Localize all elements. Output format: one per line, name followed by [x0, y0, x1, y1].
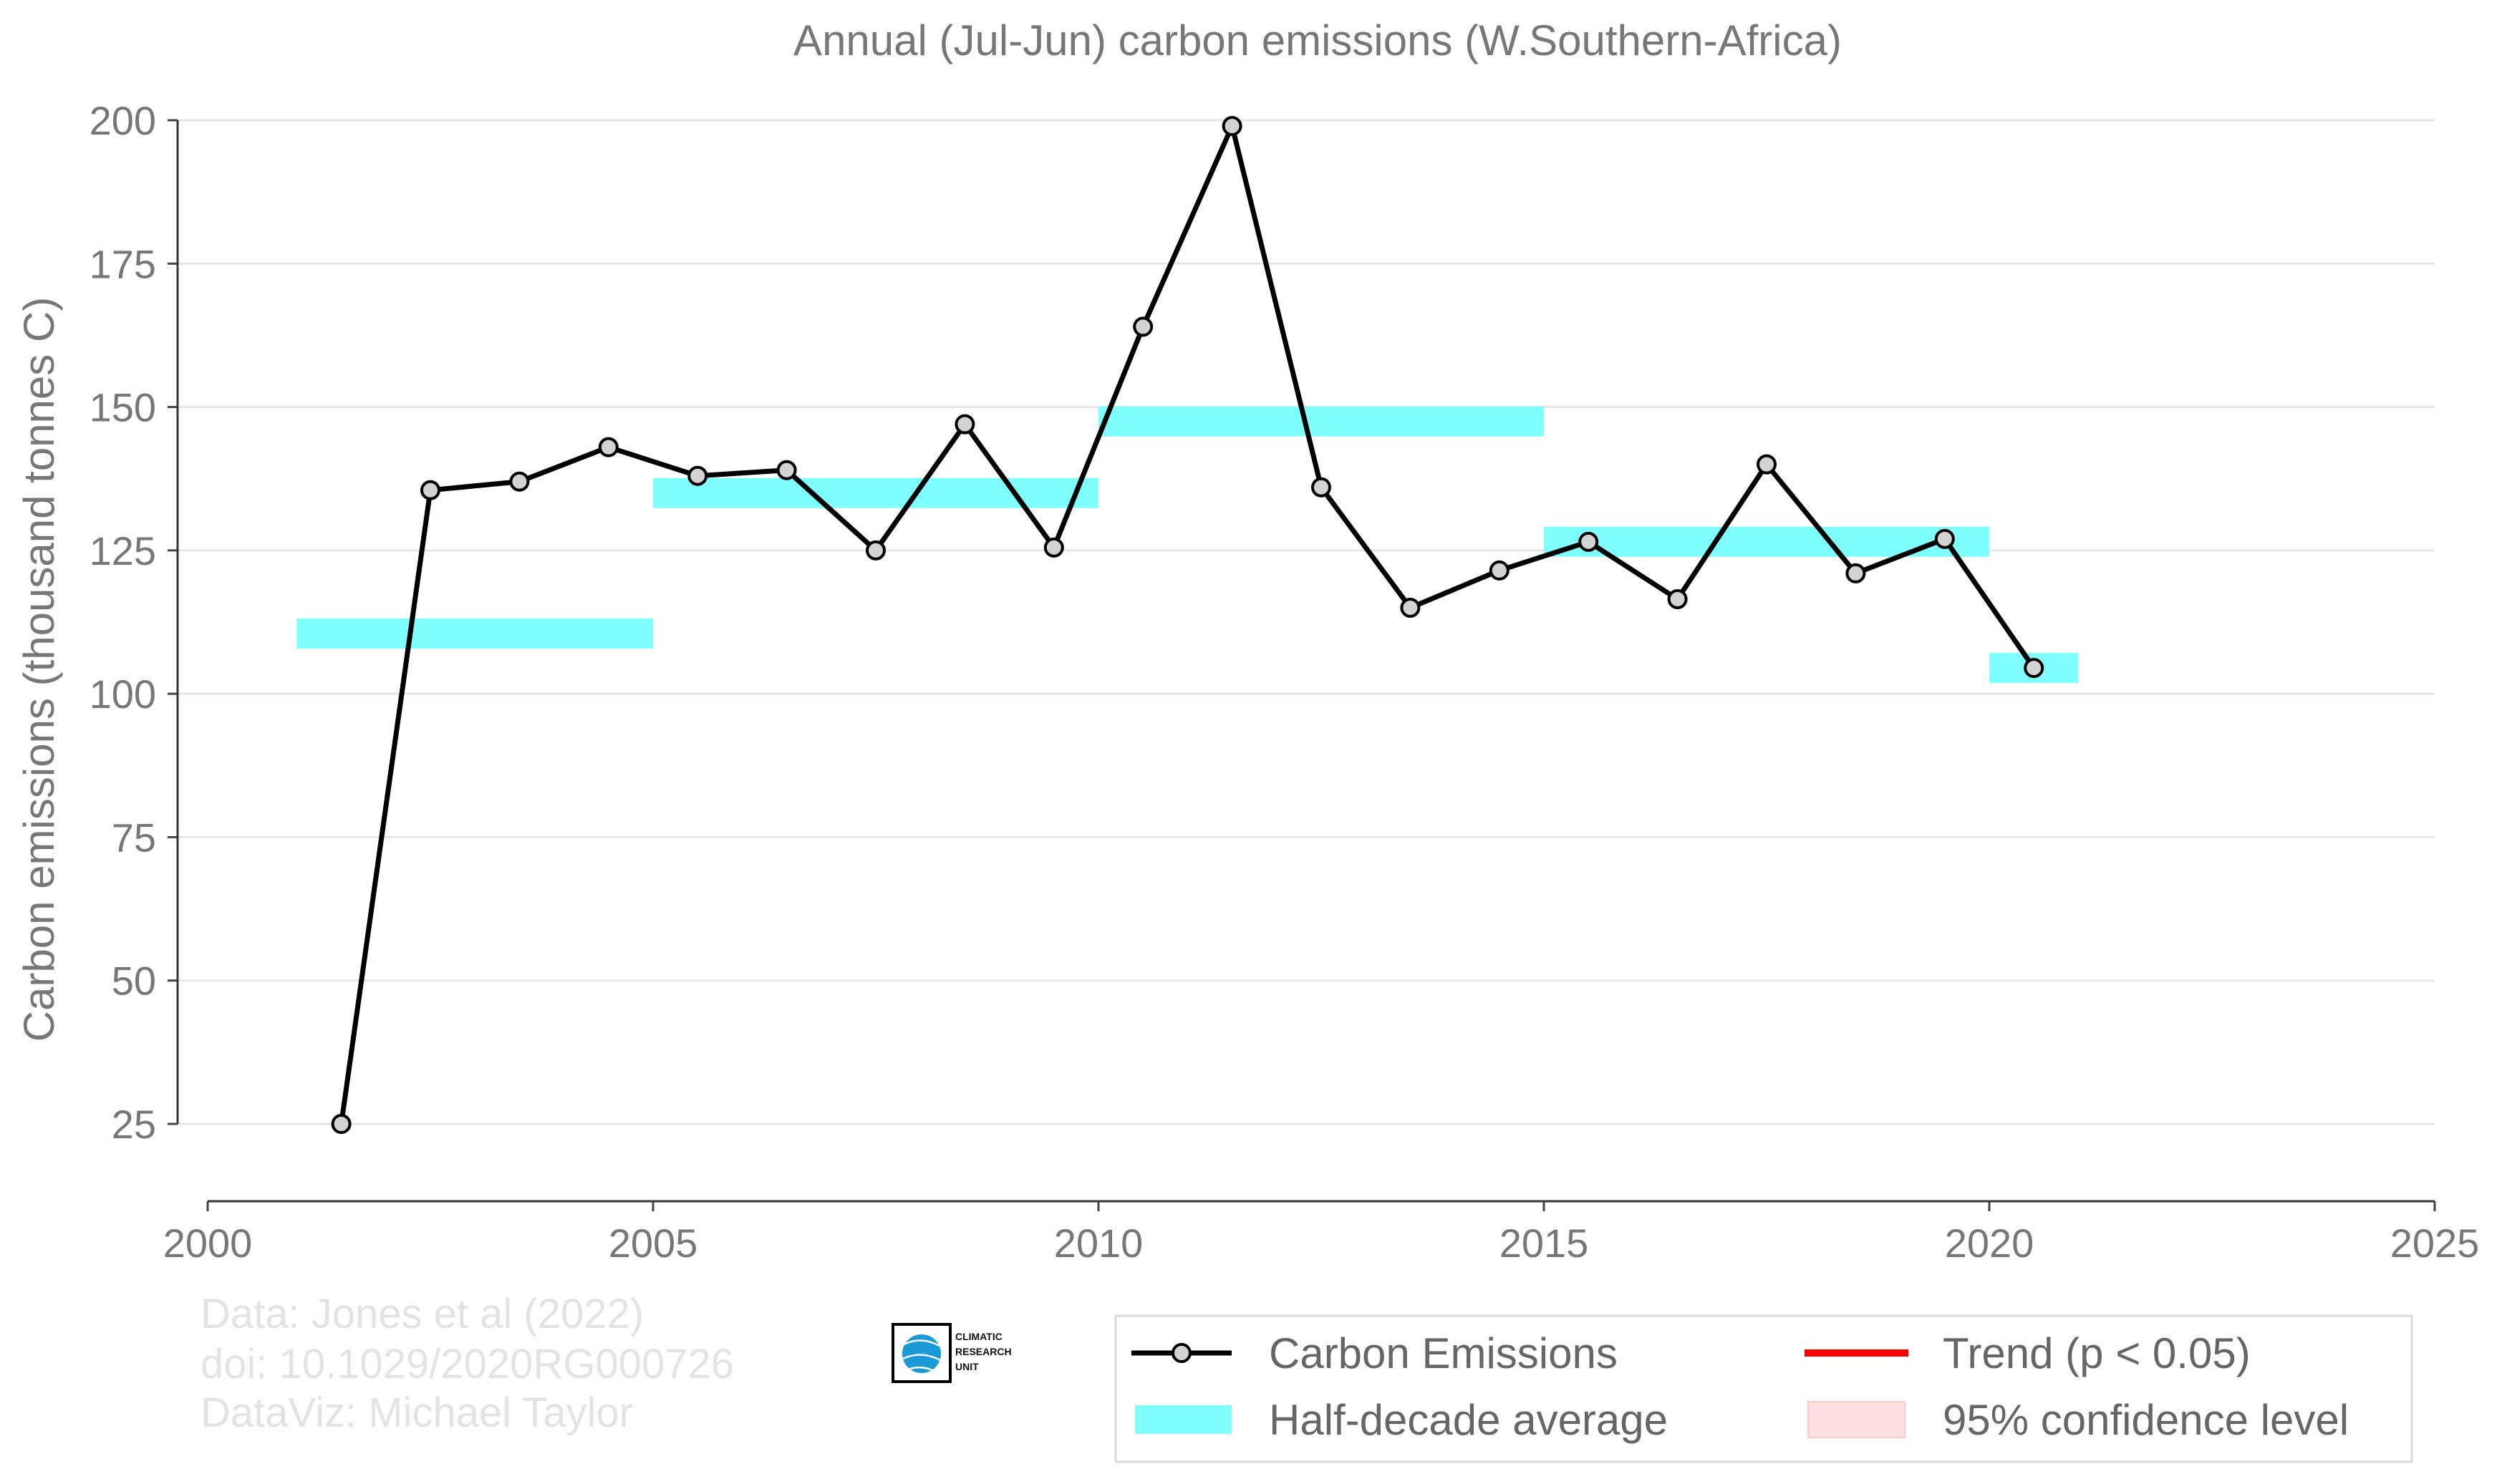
y-tick-label-175: 175	[90, 241, 156, 286]
chart-title: Annual (Jul-Jun) carbon emissions (W.Sou…	[793, 16, 1842, 64]
emissions-point-2	[509, 471, 530, 492]
x-tick-label-2020: 2020	[1945, 1221, 2034, 1266]
emissions-point-17	[1845, 563, 1866, 583]
legend: Carbon Emissions Trend (p < 0.05) Half-d…	[1114, 1314, 2413, 1463]
emissions-point-15	[1667, 588, 1688, 609]
emissions-point-13	[1489, 560, 1510, 581]
logo-text-unit: UNIT	[955, 1361, 979, 1372]
half-decade-band-3	[1544, 526, 1989, 557]
half-decade-band-1	[653, 477, 1098, 508]
legend-box	[1114, 1314, 2413, 1463]
emissions-point-5	[776, 460, 797, 480]
legend-label-confidence: 95% confidence level	[1943, 1396, 2349, 1444]
globe-lines-icon	[902, 1339, 941, 1373]
emissions-point-19	[2024, 658, 2044, 679]
y-tick-label-25: 25	[112, 1102, 156, 1147]
globe-icon	[902, 1334, 941, 1373]
credit-dataviz: DataViz: Michael Taylor	[201, 1390, 633, 1436]
legend-label-emissions: Carbon Emissions	[1269, 1329, 1618, 1377]
emissions-point-8	[1043, 537, 1064, 558]
legend-label-half-decade: Half-decade average	[1269, 1396, 1668, 1444]
emissions-point-9	[1133, 316, 1154, 337]
x-tick-label-2010: 2010	[1054, 1221, 1144, 1266]
x-tick-label-2005: 2005	[609, 1221, 698, 1266]
legend-key-half-decade	[1135, 1405, 1232, 1434]
emissions-point-18	[1934, 528, 1955, 549]
credit-doi: doi: 10.1029/2020RG000726	[201, 1341, 734, 1387]
y-axis-label: Carbon emissions (thousand tonnes C)	[15, 297, 63, 1042]
credits: Data: Jones et al (2022) doi: 10.1029/20…	[201, 1291, 734, 1436]
half-decade-band-0	[296, 619, 653, 649]
emissions-point-10	[1222, 116, 1242, 137]
x-tick-label-2025: 2025	[2390, 1221, 2480, 1266]
emissions-point-4	[687, 465, 708, 486]
logo-text-climatic: CLIMATIC	[955, 1331, 1003, 1342]
y-tick-label-50: 50	[112, 959, 156, 1004]
half-decade-bands	[296, 406, 2079, 684]
emissions-point-12	[1400, 597, 1421, 618]
cru-logo: CLIMATIC RESEARCH UNIT	[892, 1323, 1012, 1383]
emissions-point-3	[598, 437, 619, 457]
emissions-point-7	[955, 414, 975, 435]
emissions-line	[339, 123, 2037, 1125]
y-tick-label-125: 125	[90, 528, 156, 573]
legend-label-trend: Trend (p < 0.05)	[1943, 1329, 2251, 1377]
half-decade-band-2	[1098, 406, 1544, 437]
emissions-point-16	[1757, 454, 1777, 475]
y-tick-label-100: 100	[90, 671, 156, 717]
emissions-point-1	[420, 480, 440, 500]
credit-data-source: Data: Jones et al (2022)	[201, 1291, 644, 1337]
axes: 25 50 75 100 125 150 175 200 2000 2005 2010 2015 202…	[90, 98, 2480, 1266]
emissions-series	[331, 116, 2044, 1134]
y-tick-label-75: 75	[112, 815, 156, 860]
y-tick-label-200: 200	[90, 98, 156, 143]
emissions-point-0	[331, 1114, 352, 1134]
x-tick-label-2015: 2015	[1499, 1221, 1589, 1266]
logo-text-research: RESEARCH	[955, 1346, 1012, 1357]
legend-marker-emissions	[1172, 1343, 1192, 1363]
x-tick-label-2000: 2000	[163, 1221, 253, 1266]
legend-key-confidence	[1807, 1401, 1906, 1438]
emissions-point-6	[866, 540, 886, 561]
y-tick-label-150: 150	[90, 385, 156, 430]
emissions-point-14	[1578, 531, 1599, 552]
emissions-point-11	[1311, 477, 1331, 498]
